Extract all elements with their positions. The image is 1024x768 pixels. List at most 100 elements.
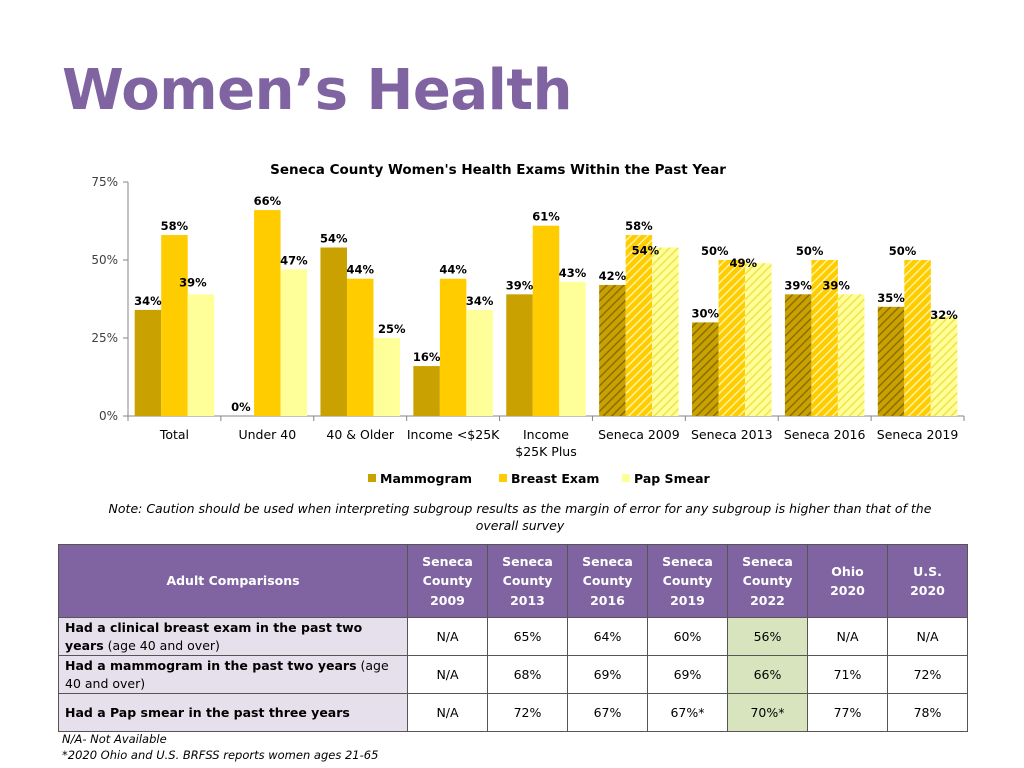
data-label: 50% bbox=[889, 244, 917, 258]
row-label: Had a Pap smear in the past three years bbox=[58, 693, 408, 732]
chart-legend: Mammogram Breast Exam Pap Smear bbox=[368, 471, 711, 486]
bar-mammogram bbox=[692, 322, 719, 416]
table-cell: 67% bbox=[567, 693, 648, 732]
data-label: 39% bbox=[506, 278, 534, 292]
data-label: 58% bbox=[625, 219, 653, 233]
bar-breast-exam bbox=[161, 235, 188, 416]
table-cell: 72% bbox=[887, 655, 968, 694]
data-label: 58% bbox=[161, 219, 189, 233]
bar-pap-smear bbox=[187, 294, 215, 416]
chart-title: Seneca County Women's Health Exams Withi… bbox=[270, 162, 726, 178]
x-category-label: Seneca 2016 bbox=[784, 427, 866, 442]
data-label: 16% bbox=[413, 350, 441, 364]
table-cell: 66% bbox=[727, 655, 808, 694]
table-column-header: Ohio 2020 bbox=[807, 544, 888, 618]
y-tick-label: 25% bbox=[91, 331, 118, 345]
data-label: 50% bbox=[796, 244, 824, 258]
y-tick-label: 50% bbox=[91, 253, 118, 267]
row-label: Had a mammogram in the past two years (a… bbox=[58, 655, 408, 694]
bar-breast-exam bbox=[904, 260, 931, 416]
table-cell: 67%* bbox=[647, 693, 728, 732]
data-label: 34% bbox=[134, 294, 162, 308]
bar-mammogram bbox=[599, 284, 626, 416]
bar-pap-smear bbox=[745, 263, 772, 416]
table-cell: 68% bbox=[487, 655, 568, 694]
x-category-label: Seneca 2013 bbox=[691, 427, 773, 442]
adult-comparisons-table: Adult Comparisons Seneca County 2009 Seneca… bbox=[58, 544, 968, 732]
data-label: 66% bbox=[254, 194, 282, 208]
data-label: 39% bbox=[822, 278, 850, 292]
bar-breast-exam bbox=[811, 260, 838, 416]
legend-swatch bbox=[622, 474, 630, 482]
survey-note: Note: Caution should be used when interp… bbox=[108, 501, 932, 533]
table-column-header: Seneca County 2016 bbox=[567, 544, 648, 618]
y-tick-label: 75% bbox=[91, 175, 118, 189]
table-cell: 72% bbox=[487, 693, 568, 732]
table-cell: N/A bbox=[407, 655, 488, 694]
data-label: 32% bbox=[930, 308, 958, 322]
x-category-label: Seneca 2019 bbox=[877, 427, 959, 442]
data-label: 39% bbox=[784, 278, 812, 292]
table-column-header: Seneca County 2009 bbox=[407, 544, 488, 618]
bar-mammogram bbox=[506, 294, 533, 416]
bar-pap-smear bbox=[373, 338, 400, 416]
bar-pap-smear bbox=[559, 281, 586, 416]
data-label: 54% bbox=[320, 232, 348, 246]
table-row: Had a Pap smear in the past three years N… bbox=[58, 693, 968, 732]
bar-breast-exam bbox=[718, 260, 746, 416]
data-label: 44% bbox=[346, 263, 374, 277]
page-title: Women’s Health bbox=[62, 58, 573, 123]
bar-mammogram bbox=[134, 309, 162, 416]
data-label: 50% bbox=[701, 244, 729, 258]
data-label: 35% bbox=[877, 291, 905, 305]
legend-swatch bbox=[368, 474, 376, 482]
legend-swatch bbox=[499, 474, 507, 482]
table-cell: N/A bbox=[807, 617, 888, 656]
table-column-header: Seneca County 2022 bbox=[727, 544, 808, 618]
table-column-header: Seneca County 2019 bbox=[647, 544, 728, 618]
table-cell: 69% bbox=[567, 655, 648, 694]
bar-chart: Seneca County Women's Health Exams Withi… bbox=[91, 162, 965, 486]
table-column-header: U.S. 2020 bbox=[887, 544, 968, 618]
data-label: 30% bbox=[692, 306, 720, 320]
x-category-label: Under 40 bbox=[238, 427, 296, 442]
data-label: 43% bbox=[559, 266, 587, 280]
table-corner-header: Adult Comparisons bbox=[58, 544, 408, 618]
table-cell: 77% bbox=[807, 693, 888, 732]
bar-breast-exam bbox=[346, 278, 374, 416]
data-label: 49% bbox=[730, 256, 758, 270]
data-label: 44% bbox=[439, 263, 467, 277]
bar-mammogram bbox=[413, 366, 440, 416]
table-cell: 56% bbox=[727, 617, 808, 656]
chart-data-labels: 34% 0% 54% 16% 39% 42% 30% 39% 35% 58% 66% 44% 44% 61… bbox=[134, 194, 958, 414]
bar-mammogram bbox=[784, 294, 812, 416]
bar-pap-smear bbox=[837, 294, 865, 416]
x-category-label: Total bbox=[159, 427, 189, 442]
table-cell: 78% bbox=[887, 693, 968, 732]
bar-pap-smear bbox=[280, 269, 308, 416]
bar-breast-exam bbox=[439, 278, 467, 416]
table-column-header: Seneca County 2013 bbox=[487, 544, 568, 618]
bar-breast-exam bbox=[254, 210, 281, 416]
y-tick-label: 0% bbox=[99, 409, 118, 423]
legend-label: Breast Exam bbox=[511, 471, 599, 486]
bar-pap-smear bbox=[466, 309, 493, 416]
table-cell: 60% bbox=[647, 617, 728, 656]
table-cell: N/A bbox=[887, 617, 968, 656]
table-body: Had a clinical breast exam in the past t… bbox=[58, 617, 968, 732]
footnote-brfss: *2020 Ohio and U.S. BRFSS reports women … bbox=[62, 748, 379, 762]
data-label: 47% bbox=[280, 253, 308, 267]
table-cell: N/A bbox=[407, 693, 488, 732]
bar-pap-smear bbox=[652, 247, 679, 416]
table-row: Had a mammogram in the past two years (a… bbox=[58, 655, 968, 694]
data-label: 61% bbox=[532, 210, 560, 224]
row-label: Had a clinical breast exam in the past t… bbox=[58, 617, 408, 656]
footnote-na: N/A- Not Available bbox=[62, 732, 167, 746]
x-category-label: 40 & Older bbox=[326, 427, 395, 442]
table-cell: N/A bbox=[407, 617, 488, 656]
table-cell: 65% bbox=[487, 617, 568, 656]
data-label: 54% bbox=[632, 244, 660, 258]
table-row: Had a clinical breast exam in the past t… bbox=[58, 617, 968, 656]
data-label: 25% bbox=[378, 322, 406, 336]
table-cell: 64% bbox=[567, 617, 648, 656]
